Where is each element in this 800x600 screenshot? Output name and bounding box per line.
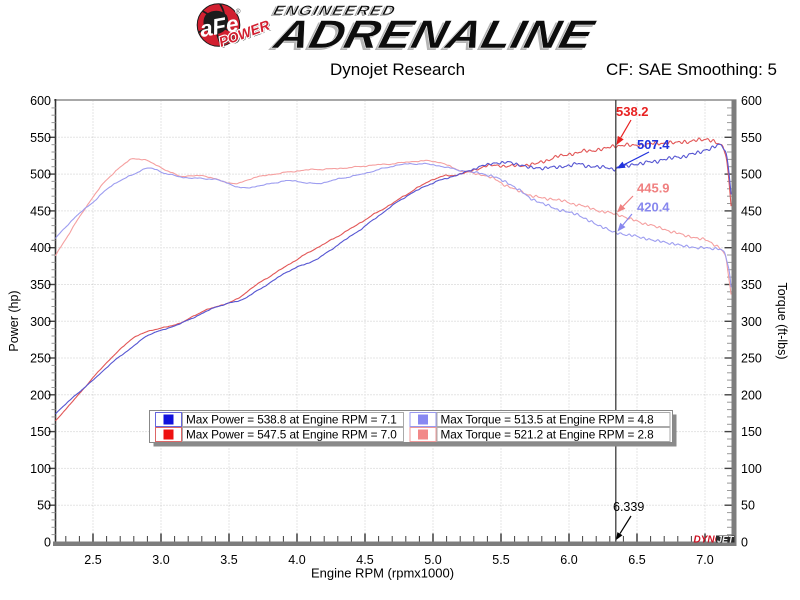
svg-text:Torque (ft-lbs): Torque (ft-lbs) [775,282,789,359]
svg-text:6.339: 6.339 [613,500,644,514]
svg-text:Max Power = 538.8 at Engine RP: Max Power = 538.8 at Engine RPM = 7.1 [186,413,397,427]
svg-text:250: 250 [741,352,762,366]
svg-text:5.5: 5.5 [492,553,509,567]
svg-text:Max Torque = 521.2 at Engine R: Max Torque = 521.2 at Engine RPM = 2.8 [441,428,655,442]
svg-text:2.5: 2.5 [84,553,101,567]
svg-text:4.0: 4.0 [288,553,305,567]
svg-text:6.0: 6.0 [560,553,577,567]
svg-text:450: 450 [30,204,51,218]
svg-text:600: 600 [741,94,762,108]
svg-text:445.9: 445.9 [637,181,670,196]
svg-text:Max Torque = 513.5 at Engine R: Max Torque = 513.5 at Engine RPM = 4.8 [441,413,655,427]
svg-text:ADRENALINE: ADRENALINE [269,12,601,57]
svg-text:150: 150 [30,425,51,439]
svg-text:5.0: 5.0 [424,553,441,567]
svg-text:3.0: 3.0 [152,553,169,567]
svg-text:550: 550 [741,131,762,145]
svg-text:0: 0 [741,536,748,550]
svg-text:200: 200 [30,388,51,402]
svg-text:250: 250 [30,352,51,366]
svg-text:100: 100 [30,462,51,476]
svg-text:507.4: 507.4 [637,137,670,152]
svg-text:600: 600 [30,94,51,108]
svg-text:500: 500 [741,168,762,182]
svg-text:®: ® [236,8,241,16]
svg-text:Power (hp): Power (hp) [7,290,21,351]
svg-text:420.4: 420.4 [637,200,670,215]
svg-text:400: 400 [741,241,762,255]
svg-text:400: 400 [30,241,51,255]
svg-text:Dynojet Research: Dynojet Research [330,60,465,79]
svg-text:Max Power = 547.5 at Engine RP: Max Power = 547.5 at Engine RPM = 7.0 [186,428,397,442]
svg-text:DYNO: DYNO [694,535,723,546]
svg-text:0: 0 [44,536,51,550]
svg-text:6.5: 6.5 [628,553,645,567]
svg-text:ENGINEERED: ENGINEERED [272,3,398,18]
svg-text:4.5: 4.5 [356,553,373,567]
svg-text:3.5: 3.5 [220,553,237,567]
svg-text:200: 200 [741,388,762,402]
svg-text:7.0: 7.0 [696,553,713,567]
svg-text:350: 350 [30,278,51,292]
svg-text:ENGINEERED: ENGINEERED [270,4,396,19]
svg-text:Engine RPM (rpmx1000): Engine RPM (rpmx1000) [311,566,454,581]
svg-text:JET: JET [717,534,735,544]
svg-text:CF: SAE Smoothing: 5: CF: SAE Smoothing: 5 [606,60,777,79]
svg-text:350: 350 [741,278,762,292]
svg-text:50: 50 [37,499,51,513]
svg-text:150: 150 [741,425,762,439]
svg-text:ADRENALINE: ADRENALINE [266,13,598,58]
svg-text:300: 300 [30,315,51,329]
svg-text:100: 100 [741,462,762,476]
svg-text:300: 300 [741,315,762,329]
svg-text:500: 500 [30,168,51,182]
svg-text:50: 50 [741,499,755,513]
svg-text:550: 550 [30,131,51,145]
svg-text:450: 450 [741,204,762,218]
svg-text:538.2: 538.2 [616,104,649,119]
